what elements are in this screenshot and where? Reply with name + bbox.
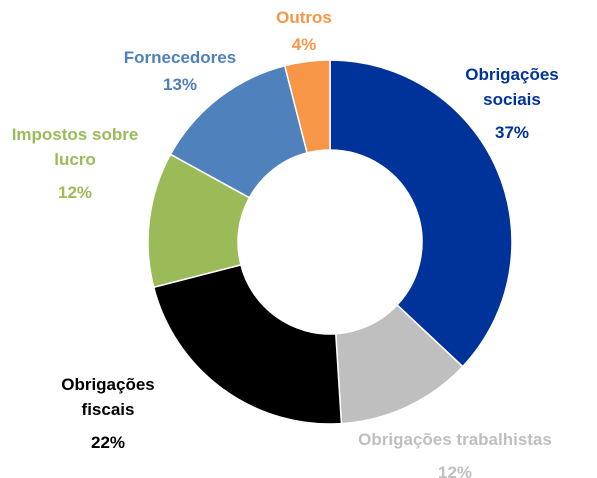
value-label: 37% — [494, 123, 530, 142]
category-name: Obrigações trabalhistas — [358, 430, 552, 449]
value-label: 12% — [437, 463, 473, 478]
category-name: Obrigações sociais — [465, 65, 559, 109]
value-label: 12% — [57, 183, 93, 202]
category-name: Obrigações fiscais — [61, 375, 155, 419]
slice-label: Obrigações trabalhistas 12% — [325, 427, 585, 478]
value-label: 22% — [90, 433, 126, 452]
category-name: Fornecedores — [123, 48, 237, 67]
value-label: 13% — [162, 75, 198, 94]
slice-label: Impostos sobre lucro 12% — [10, 122, 140, 205]
slice-label: Obrigações fiscais 22% — [43, 372, 173, 455]
category-name: Outros — [276, 8, 332, 27]
slice — [283, 59, 331, 154]
value-label: 4% — [291, 35, 317, 54]
slice-label: Obrigações sociais 37% — [447, 62, 577, 145]
slice — [329, 59, 513, 368]
slice-label: Fornecedores 13% — [100, 45, 260, 97]
category-name: Impostos sobre lucro — [11, 125, 139, 169]
slice-label: Outros 4% — [264, 5, 344, 57]
slice — [152, 263, 343, 425]
